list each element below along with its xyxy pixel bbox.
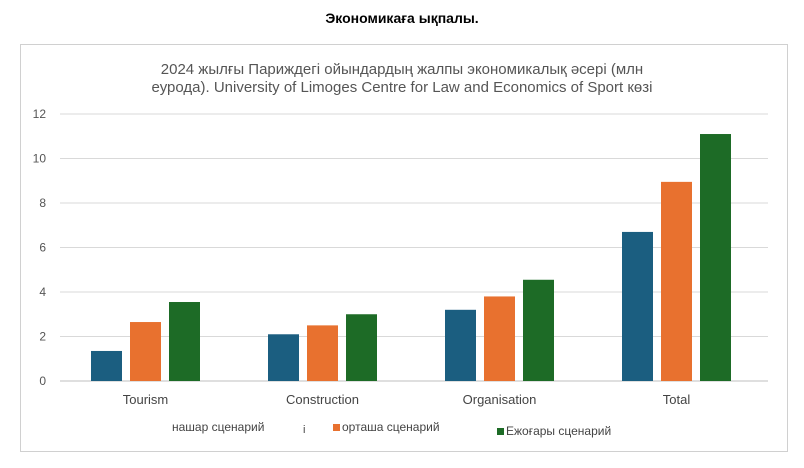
bar-tourism-series-0 xyxy=(91,350,122,381)
page-heading: Экономикаға ықпалы. xyxy=(325,10,479,26)
bar-construction-series-0 xyxy=(268,334,299,381)
x-axis-ticks: Tourism Construction Organisation Total xyxy=(123,392,691,407)
y-tick-label: 10 xyxy=(33,152,47,166)
y-tick-label: 0 xyxy=(39,374,46,388)
bar-organisation-series-2 xyxy=(523,279,554,381)
x-tick-label: Total xyxy=(663,392,691,407)
y-tick-label: 2 xyxy=(39,330,46,344)
legend-swatch-medium xyxy=(333,424,340,432)
legend-marker-glyph: і xyxy=(303,424,306,436)
y-tick-label: 4 xyxy=(39,285,46,299)
y-tick-label: 8 xyxy=(39,196,46,210)
bar-organisation-series-0 xyxy=(445,309,476,381)
y-tick-label: 12 xyxy=(33,107,47,121)
x-tick-label: Tourism xyxy=(123,392,169,407)
bar-total-series-2 xyxy=(700,134,731,381)
chart-title-line-1: 2024 жылғы Париждегі ойындардың жалпы эк… xyxy=(161,61,643,78)
legend-label-high: Ежоғары сценарий xyxy=(506,424,612,438)
legend-label-medium: орташа сценарий xyxy=(342,420,440,434)
chart-title-line-2: еурода). University of Limoges Centre fo… xyxy=(152,79,653,96)
chart-frame xyxy=(20,44,788,452)
x-tick-label: Construction xyxy=(286,392,359,407)
bar-construction-series-1 xyxy=(307,325,338,381)
bar-tourism-series-2 xyxy=(169,302,200,381)
legend-item-high: Ежоғары сценарий xyxy=(497,424,611,438)
bar-tourism-series-1 xyxy=(130,322,161,381)
bar-construction-series-2 xyxy=(346,314,377,381)
legend-item-medium: орташа сценарий xyxy=(333,420,440,434)
bar-total-series-1 xyxy=(661,181,692,381)
legend-label-poor: нашар сценарий xyxy=(172,420,265,434)
legend-swatch-high xyxy=(497,428,504,436)
y-tick-label: 6 xyxy=(39,241,46,255)
legend-item-poor: нашар сценарий xyxy=(172,420,264,434)
bar-total-series-0 xyxy=(622,231,653,381)
bar-organisation-series-1 xyxy=(484,296,515,381)
y-axis-ticks: 0 2 4 6 8 10 12 xyxy=(33,107,47,388)
legend-marker: і xyxy=(303,424,305,436)
x-tick-label: Organisation xyxy=(463,392,537,407)
bars xyxy=(91,134,731,381)
